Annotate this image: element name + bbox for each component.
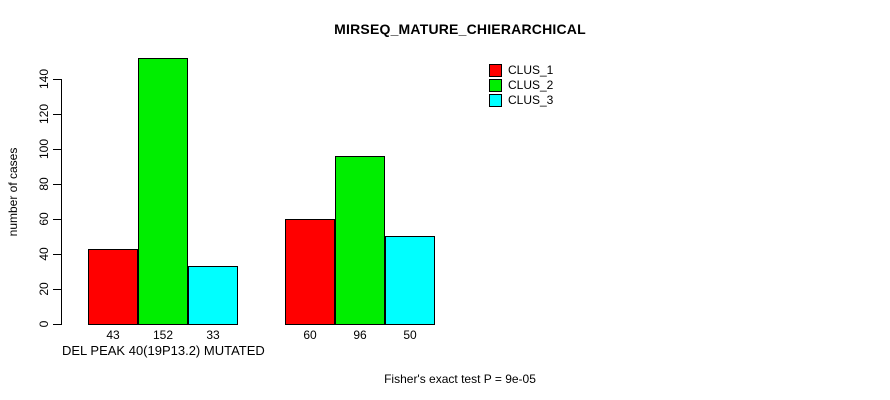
x-axis-label: DEL PEAK 40(19P13.2) MUTATED [62,343,265,358]
y-axis-tick [53,148,61,150]
y-axis-tick [53,323,61,325]
bar-clus_2-group1 [138,58,188,325]
y-axis-tick [53,253,61,255]
bar-clus_1-group1 [88,249,138,325]
chart-title: MIRSEQ_MATURE_CHIERARCHICAL [334,21,586,37]
y-axis-tick-label: 100 [37,138,51,160]
y-axis-tick [53,113,61,115]
bar-value-label: 60 [303,328,317,342]
bar-clus_2-group2 [335,156,385,325]
y-axis-tick [53,288,61,290]
bar-value-label: 50 [403,328,417,342]
y-axis-line [61,79,62,325]
y-axis-tick-label: 120 [37,103,51,125]
y-axis-tick [53,183,61,185]
bar-value-label: 43 [106,328,120,342]
y-axis-tick [53,218,61,220]
bar-clus_1-group2 [285,219,335,325]
bar-clus_3-group2 [385,236,435,325]
legend-item-clus_2: CLUS_2 [489,78,553,93]
legend-label: CLUS_2 [508,78,554,92]
y-axis-tick-label: 20 [37,282,51,296]
y-axis-tick-label: 40 [37,247,51,261]
legend: CLUS_1 CLUS_2 CLUS_3 [489,63,553,108]
bar-value-label: 96 [353,328,367,342]
legend-item-clus_1: CLUS_1 [489,63,553,78]
legend-swatch-icon [489,79,502,92]
y-axis-tick-label: 0 [37,320,51,328]
legend-label: CLUS_1 [508,63,554,77]
legend-swatch-icon [489,94,502,107]
legend-swatch-icon [489,64,502,77]
y-axis-tick [53,78,61,80]
legend-label: CLUS_3 [508,93,554,107]
footnote-text: Fisher's exact test P = 9e-05 [384,372,536,386]
y-axis-tick-label: 80 [37,177,51,191]
y-axis-tick-label: 60 [37,212,51,226]
legend-item-clus_3: CLUS_3 [489,93,553,108]
y-axis-tick-label: 140 [37,68,51,90]
bar-clus_3-group1 [188,266,238,325]
bar-value-label: 152 [152,328,174,342]
bar-value-label: 33 [206,328,220,342]
y-axis-label: number of cases [6,147,20,237]
